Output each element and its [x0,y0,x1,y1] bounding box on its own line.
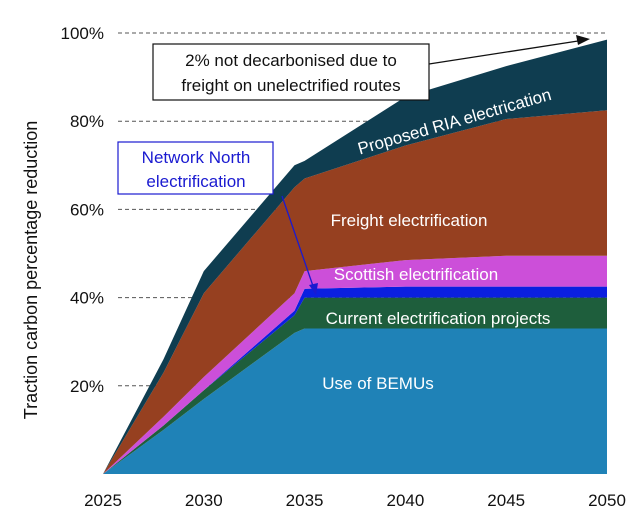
callout-freight-line-1: 2% not decarbonised due to [185,51,397,70]
label-current-electrification: Current electrification projects [326,309,551,328]
label-freight-electrification: Freight electrification [331,211,488,230]
area-scottish-electrification [103,255,607,474]
x-tick-label-2035: 2035 [286,491,324,510]
callout-network-north-arrowhead [309,283,318,295]
y-tick-label-80: 80% [70,112,104,131]
y-axis-ticks: 20% 40% 60% 80% 100% [61,24,104,396]
x-tick-label-2025: 2025 [84,491,122,510]
x-axis-ticks: 2025 2030 2035 2040 2045 2050 [84,491,626,510]
callout-network-north: Network North electrification [117,141,318,295]
x-tick-label-2040: 2040 [386,491,424,510]
area-current-electrification-projects [103,297,607,474]
area-proposed-ria-electrication [103,39,607,474]
x-tick-label-2030: 2030 [185,491,223,510]
callout-freight-not-decarbonised: 2% not decarbonised due to freight on un… [152,35,590,101]
label-use-of-bemus: Use of BEMUs [322,374,433,393]
stacked-areas [103,39,607,474]
y-tick-label-60: 60% [70,200,104,219]
y-axis-label: Traction carbon percentage reduction [21,121,41,420]
callout-network-north-arrow [281,195,314,287]
area-freight-electrification [103,110,607,474]
y-tick-label-100: 100% [61,24,104,43]
callout-network-north-line-1: Network North [142,148,251,167]
callout-network-north-line-2: electrification [146,172,245,191]
y-tick-label-20: 20% [70,377,104,396]
y-tick-label-40: 40% [70,289,104,308]
x-tick-label-2045: 2045 [487,491,525,510]
callout-freight-arrow [428,40,579,65]
label-scottish-electrification: Scottish electrification [334,265,498,284]
callout-freight-arrowhead [576,35,590,45]
callout-freight-line-2: freight on unelectrified routes [181,76,400,95]
area-use-of-bemus [103,328,607,474]
x-tick-label-2050: 2050 [588,491,626,510]
